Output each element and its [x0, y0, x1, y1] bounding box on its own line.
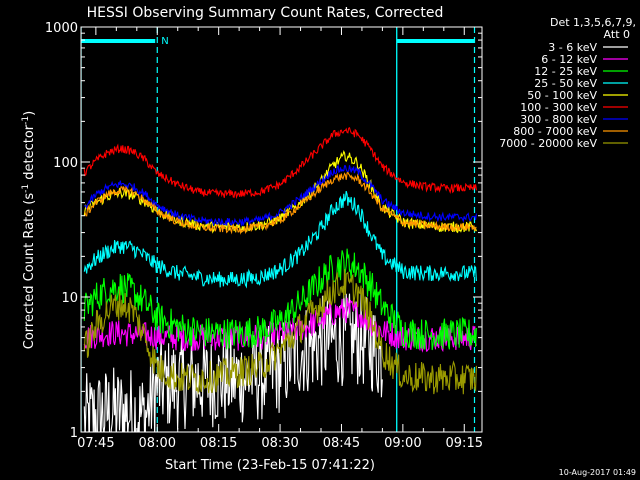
y-tick-label: 1000: [45, 21, 78, 36]
legend-label-7: 800 - 7000 keV: [513, 125, 597, 138]
series-line-5: [83, 127, 477, 200]
x-tick-label: 09:15: [446, 436, 483, 451]
legend-label-5: 100 - 300 keV: [520, 101, 597, 114]
plot-frame: [80, 26, 483, 433]
y-tick-label: 100: [53, 156, 78, 171]
x-tick-label: 07:45: [77, 436, 114, 451]
night-marker-label: N: [161, 36, 168, 47]
legend-label-8: 7000 - 20000 keV: [499, 137, 597, 150]
series-line-6: [84, 164, 477, 227]
y-tick-label: 10: [61, 291, 78, 306]
x-axis-label: Start Time (23-Feb-15 07:41:22): [165, 458, 375, 473]
x-tick-label: 08:30: [261, 436, 298, 451]
axes: 1 10 100 1000 07:45 08:00 08:15 08:30 08:45 09:00…: [45, 21, 483, 451]
night-bar: [81, 39, 156, 43]
generation-timestamp: 10-Aug-2017 01:49: [559, 468, 636, 477]
x-tick-label: 08:45: [323, 436, 360, 451]
series-line-2: [83, 248, 477, 351]
y-axis-label-prefix: Corrected Count Rate (s: [22, 193, 37, 350]
legend-label-2: 12 - 25 keV: [534, 65, 597, 78]
legend-label-0: 3 - 6 keV: [548, 41, 597, 54]
chart-title: HESSI Observing Summary Count Rates, Cor…: [87, 5, 444, 21]
y-axis-label-sup2: -1: [21, 116, 31, 125]
series-line-0: [83, 293, 383, 432]
legend-label-3: 25 - 50 keV: [534, 77, 597, 90]
y-axis-label-sup1: -1: [21, 184, 31, 193]
legend-label-1: 6 - 12 keV: [541, 53, 597, 66]
x-tick-label: 08:15: [200, 436, 237, 451]
series-line-3: [83, 190, 477, 289]
night-bar: [396, 39, 475, 43]
series-line-1: [83, 297, 477, 353]
y-axis-label-suffix: ): [22, 111, 37, 116]
series-layer: [83, 127, 477, 432]
legend-label-6: 300 - 800 keV: [520, 113, 597, 126]
series-line-8: [83, 269, 477, 395]
legend-label-4: 50 - 100 keV: [527, 89, 597, 102]
y-axis-label-mid: detector: [22, 124, 37, 184]
legend-title-line-1: Det 1,3,5,6,7,9,: [550, 16, 636, 29]
legend-title-line-2: Att 0: [604, 28, 630, 41]
y-tick-label: 1: [70, 426, 78, 441]
x-tick-label: 09:00: [384, 436, 421, 451]
series-line-7: [83, 171, 477, 235]
series-line-4: [83, 149, 477, 234]
x-tick-label: 08:00: [139, 436, 176, 451]
y-axis-label: Corrected Count Rate (s-1 detector-1): [21, 111, 37, 349]
